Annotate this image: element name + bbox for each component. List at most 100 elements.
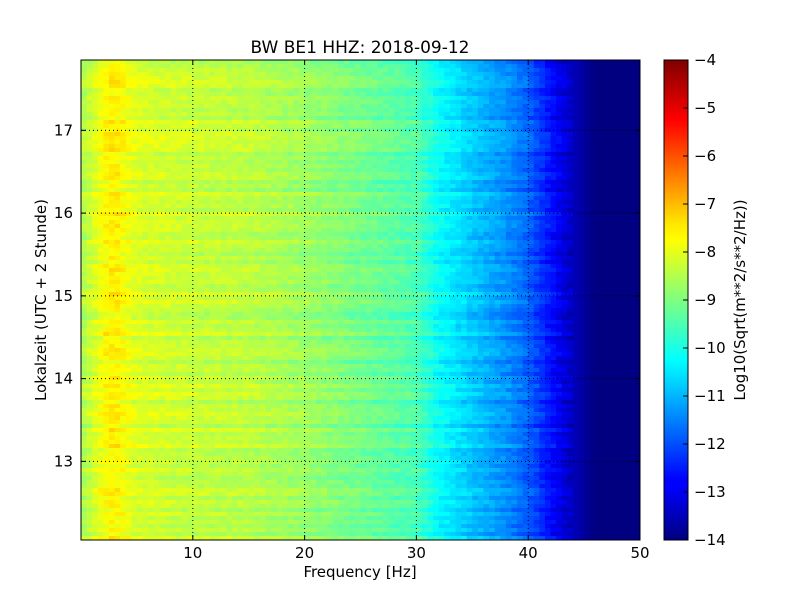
heatmap-cell [377, 76, 384, 81]
heatmap-cell [287, 208, 295, 213]
heatmap-cell [421, 144, 429, 149]
heatmap-cell [254, 252, 261, 257]
heatmap-cell [556, 156, 563, 161]
heatmap-cell [405, 92, 412, 97]
heatmap-cell [421, 60, 429, 65]
heatmap-cell [600, 184, 608, 189]
heatmap-cell [606, 160, 613, 165]
heatmap-cell [237, 116, 244, 121]
heatmap-cell [209, 172, 216, 177]
heatmap-cell [561, 196, 568, 201]
heatmap-cell [321, 84, 328, 89]
heatmap-cell [427, 132, 434, 137]
heatmap-cell [511, 148, 518, 153]
heatmap-cell [203, 240, 211, 245]
heatmap-cell [243, 240, 250, 245]
heatmap-cell [192, 152, 199, 157]
heatmap-cell [131, 96, 138, 101]
heatmap-cell [187, 204, 194, 209]
heatmap-cell [231, 208, 239, 213]
heatmap-cell [421, 220, 429, 225]
heatmap-cell [220, 88, 227, 93]
heatmap-cell [92, 144, 99, 149]
heatmap-cell [505, 196, 513, 201]
heatmap-cell [92, 192, 99, 197]
heatmap-cell [259, 72, 267, 77]
heatmap-cell [125, 144, 132, 149]
heatmap-cell [354, 160, 362, 165]
heatmap-cell [483, 100, 490, 105]
heatmap-cell [500, 196, 507, 201]
heatmap-cell [148, 112, 155, 117]
heatmap-cell [544, 152, 552, 157]
heatmap-cell [215, 104, 222, 109]
heatmap-cell [120, 148, 127, 153]
heatmap-cell [578, 96, 585, 101]
heatmap-cell [265, 96, 272, 101]
heatmap-cell [86, 196, 93, 201]
heatmap-cell [511, 208, 518, 213]
heatmap-cell [192, 204, 199, 209]
heatmap-cell [377, 204, 384, 209]
heatmap-cell [578, 72, 585, 77]
heatmap-cell [360, 116, 367, 121]
heatmap-cell [528, 80, 535, 85]
heatmap-cell [544, 132, 552, 137]
heatmap-cell [433, 184, 440, 189]
heatmap-cell [92, 176, 99, 181]
heatmap-cell [366, 216, 373, 221]
heatmap-cell [282, 224, 289, 229]
heatmap-cell [92, 76, 99, 81]
heatmap-cell [299, 140, 306, 145]
heatmap-cell [427, 256, 434, 261]
heatmap-cell [517, 104, 524, 109]
heatmap-cell [259, 88, 267, 93]
heatmap-cell [377, 124, 384, 129]
heatmap-cell [416, 112, 423, 117]
heatmap-cell [170, 96, 177, 101]
heatmap-cell [114, 168, 121, 173]
heatmap-cell [483, 108, 490, 113]
heatmap-cell [550, 160, 557, 165]
heatmap-cell [170, 184, 177, 189]
heatmap-cell [148, 160, 155, 165]
heatmap-cell [243, 64, 250, 69]
heatmap-cell [556, 180, 563, 185]
heatmap-cell [92, 60, 99, 65]
heatmap-cell [276, 164, 283, 169]
heatmap-cell [97, 156, 104, 161]
heatmap-cell [142, 216, 149, 221]
heatmap-cell [466, 240, 473, 245]
heatmap-cell [433, 232, 440, 237]
heatmap-cell [433, 212, 440, 217]
heatmap-cell [561, 188, 568, 193]
heatmap-cell [416, 152, 423, 157]
heatmap-cell [271, 64, 278, 69]
heatmap-cell [399, 116, 406, 121]
heatmap-cell [203, 168, 211, 173]
heatmap-cell [97, 188, 104, 193]
heatmap-cell [438, 252, 445, 257]
heatmap-cell [176, 116, 183, 121]
heatmap-cell [293, 184, 300, 189]
heatmap-cell [617, 236, 624, 241]
heatmap-cell [304, 236, 311, 241]
heatmap-cell [259, 80, 267, 85]
heatmap-cell [108, 64, 116, 69]
heatmap-cell [556, 168, 563, 173]
heatmap-cell [92, 228, 99, 233]
heatmap-cell [366, 252, 373, 257]
heatmap-cell [349, 200, 356, 205]
heatmap-cell [617, 148, 624, 153]
heatmap-cell [114, 144, 121, 149]
heatmap-cell [405, 100, 412, 105]
heatmap-cell [589, 104, 596, 109]
heatmap-cell [226, 64, 233, 69]
heatmap-cell [142, 136, 149, 141]
heatmap-cell [220, 120, 227, 125]
heatmap-cell [304, 176, 311, 181]
heatmap-cell [617, 108, 624, 113]
heatmap-cell [517, 212, 524, 217]
heatmap-cell [86, 156, 93, 161]
heatmap-cell [282, 152, 289, 157]
